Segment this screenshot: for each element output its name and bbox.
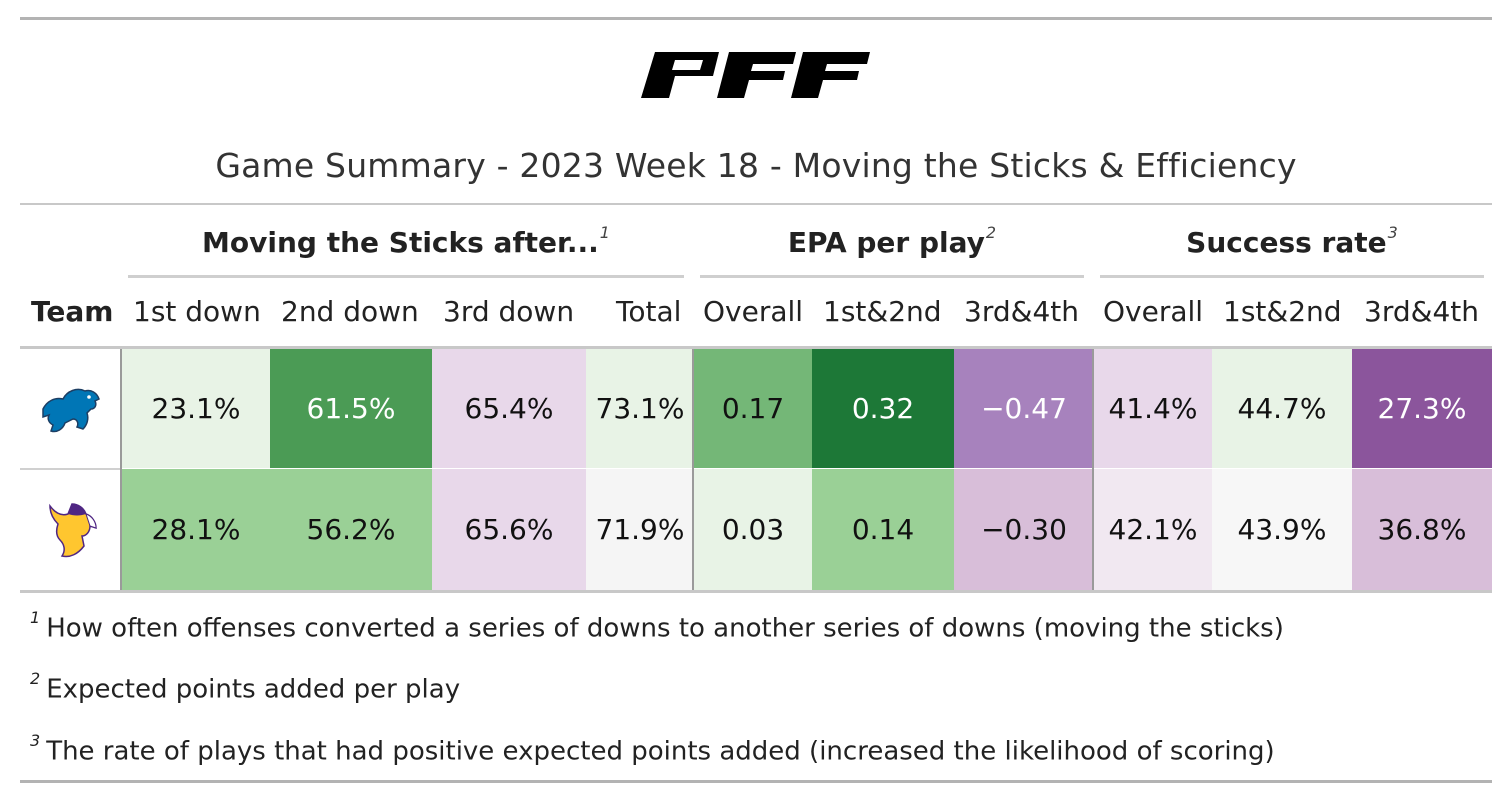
colhead-epa-3rd4th: 3rd&4th xyxy=(964,295,1079,328)
body-bottom-rule xyxy=(20,590,1492,593)
spanner-success-rate: Success rate3 xyxy=(1186,222,1398,259)
cell-lions-3rd-down: 65.4% xyxy=(432,349,586,468)
bottom-rule xyxy=(20,780,1492,783)
cell-vikings-epa-3rd4th: −0.30 xyxy=(954,469,1094,590)
divider-team xyxy=(120,349,122,590)
footnote-3: 3 The rate of plays that had positive exp… xyxy=(30,731,1275,767)
cell-vikings-sr-1st2nd: 43.9% xyxy=(1212,469,1352,590)
cell-lions-2nd-down: 61.5% xyxy=(270,349,432,468)
cell-vikings-2nd-down: 56.2% xyxy=(270,469,432,590)
cell-lions-epa-1st2nd: 0.32 xyxy=(812,349,954,468)
colhead-sr-3rd4th: 3rd&4th xyxy=(1364,295,1479,328)
colhead-epa-1st2nd: 1st&2nd xyxy=(823,295,942,328)
top-rule xyxy=(20,17,1492,20)
footnote-1: 1 How often offenses converted a series o… xyxy=(30,608,1284,644)
divider-success xyxy=(1092,349,1094,590)
cell-lions-total: 73.1% xyxy=(586,349,694,468)
chart-title: Game Summary - 2023 Week 18 - Moving the… xyxy=(215,146,1297,185)
cell-lions-epa-3rd4th: −0.47 xyxy=(954,349,1094,468)
cell-vikings-total: 71.9% xyxy=(586,469,694,590)
cell-lions-sr-3rd4th: 27.3% xyxy=(1352,349,1492,468)
header-rule xyxy=(20,346,1492,349)
colhead-2nd-down: 2nd down xyxy=(281,295,419,328)
cell-vikings-3rd-down: 65.6% xyxy=(432,469,586,590)
cell-vikings-sr-3rd4th: 36.8% xyxy=(1352,469,1492,590)
cell-lions-1st-down: 23.1% xyxy=(122,349,270,468)
cell-lions-sr-overall: 41.4% xyxy=(1094,349,1212,468)
pff-logo xyxy=(641,52,870,98)
row-separator-team xyxy=(20,468,120,470)
colhead-sr-overall: Overall xyxy=(1103,295,1204,328)
colhead-sr-1st2nd: 1st&2nd xyxy=(1223,295,1342,328)
cell-lions-epa-overall: 0.17 xyxy=(694,349,812,468)
spanner-moving-sticks: Moving the Sticks after...1 xyxy=(202,222,610,259)
colhead-team: Team xyxy=(31,295,114,328)
colhead-3rd-down: 3rd down xyxy=(443,295,575,328)
colhead-total: Total xyxy=(616,295,682,328)
cell-vikings-epa-1st2nd: 0.14 xyxy=(812,469,954,590)
cell-vikings-sr-overall: 42.1% xyxy=(1094,469,1212,590)
footnote-2: 2 Expected points added per play xyxy=(30,669,461,705)
colhead-epa-overall: Overall xyxy=(703,295,804,328)
lions-logo-icon xyxy=(24,350,120,468)
divider-epa xyxy=(692,349,694,590)
cell-vikings-epa-overall: 0.03 xyxy=(694,469,812,590)
cell-lions-sr-1st2nd: 44.7% xyxy=(1212,349,1352,468)
spanner-epa: EPA per play2 xyxy=(787,222,997,259)
vikings-logo-icon xyxy=(24,470,120,588)
spanner-underline-3 xyxy=(1100,275,1484,278)
spanner-underline-1 xyxy=(128,275,684,278)
spanner-underline-2 xyxy=(700,275,1084,278)
title-rule xyxy=(20,203,1492,205)
colhead-1st-down: 1st down xyxy=(133,295,261,328)
cell-vikings-1st-down: 28.1% xyxy=(122,469,270,590)
